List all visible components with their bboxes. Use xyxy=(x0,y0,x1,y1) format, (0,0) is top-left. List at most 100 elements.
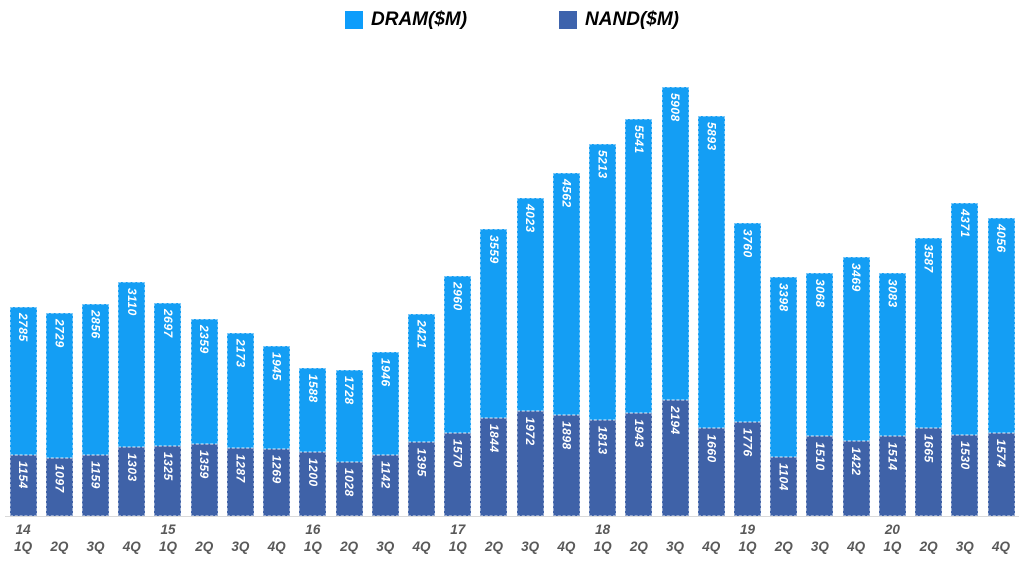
nand-value-label: 1159 xyxy=(88,461,103,489)
bar-column: 2856 1159 xyxy=(77,304,113,516)
bar-column: 2697 1325 xyxy=(150,303,186,516)
dram-value-label: 2173 xyxy=(233,339,248,368)
x-axis-year-row: 14 15 16 17 18 19 20 xyxy=(5,521,1019,538)
dram-segment: 2785 xyxy=(9,307,37,455)
dram-value-label: 4371 xyxy=(957,209,972,238)
bar-column: 2785 1154 xyxy=(5,307,41,516)
stacked-bar: 2697 1325 xyxy=(154,303,182,516)
stacked-bar: 1728 1028 xyxy=(335,370,363,516)
stacked-bar: 3760 1776 xyxy=(733,223,761,516)
dram-value-label: 2421 xyxy=(414,320,429,349)
stacked-bar: 4023 1972 xyxy=(516,198,544,516)
nand-segment: 1943 xyxy=(625,413,653,516)
x-axis-quarter-label: 1Q xyxy=(448,539,467,554)
dram-segment: 3398 xyxy=(770,277,798,457)
dram-value-label: 1945 xyxy=(269,352,284,381)
stacked-bar: 4056 1574 xyxy=(987,218,1015,516)
x-axis-quarter-label: 1Q xyxy=(738,539,757,554)
dram-value-label: 5213 xyxy=(595,150,610,179)
stacked-bar: 5213 1813 xyxy=(589,144,617,516)
x-axis-quarter-row: 1Q 2Q 3Q 4Q 1Q 2Q 3Q 4Q 1Q 2Q 3Q 4Q 1Q 2Q 3Q 4Q 1Q 2Q 3Q 4Q… xyxy=(5,538,1019,555)
stacked-bar: 5541 1943 xyxy=(625,119,653,516)
x-axis-year-label xyxy=(657,521,693,538)
dram-value-label: 3398 xyxy=(776,283,791,312)
x-axis-year-label xyxy=(838,521,874,538)
nand-legend-label: NAND($M) xyxy=(585,8,679,30)
x-axis-quarter-label: 2Q xyxy=(195,539,214,554)
x-axis-quarter-label: 2Q xyxy=(629,539,648,554)
chart-legend: DRAM($M) NAND($M) xyxy=(0,0,1024,30)
x-axis-year-label xyxy=(802,521,838,538)
x-axis-quarter-label: 4Q xyxy=(122,539,141,554)
x-axis-year-label xyxy=(403,521,439,538)
bar-column: 3083 1514 xyxy=(874,273,910,516)
nand-value-label: 1665 xyxy=(921,434,936,463)
dram-segment: 1728 xyxy=(335,370,363,462)
nand-segment: 1813 xyxy=(589,420,617,516)
nand-legend-swatch-icon xyxy=(559,10,578,29)
nand-value-label: 1776 xyxy=(740,428,755,457)
x-axis-quarter-label: 2Q xyxy=(484,539,503,554)
bar-column: 5213 1813 xyxy=(585,144,621,516)
stacked-bar: 2421 1395 xyxy=(408,314,436,516)
x-axis-year-label: 20 xyxy=(884,522,900,537)
x-axis-quarter-label: 3Q xyxy=(86,539,105,554)
nand-segment: 1325 xyxy=(154,446,182,516)
stacked-bar: 3110 1303 xyxy=(118,282,146,516)
x-axis-year-label xyxy=(41,521,77,538)
x-axis-quarter-label: 2Q xyxy=(774,539,793,554)
x-axis: 14 15 16 17 18 19 20 1Q 2Q 3Q 4Q 1Q 2Q 3Q 4Q 1Q 2Q 3Q 4Q 1… xyxy=(5,521,1019,555)
stacked-bar: 3398 1104 xyxy=(770,277,798,516)
x-axis-quarter-label: 4Q xyxy=(992,539,1011,554)
stacked-bar: 5893 1660 xyxy=(697,116,725,516)
stacked-bar: 2856 1159 xyxy=(82,304,110,516)
nand-value-label: 1142 xyxy=(378,461,393,489)
nand-value-label: 1028 xyxy=(342,468,357,497)
x-axis-quarter-label: 1Q xyxy=(593,539,612,554)
dram-segment: 3110 xyxy=(118,282,146,447)
nand-segment: 1303 xyxy=(118,447,146,516)
stacked-bar: 1945 1269 xyxy=(263,346,291,516)
nand-segment: 1104 xyxy=(770,457,798,516)
bar-column: 3559 1844 xyxy=(476,229,512,516)
x-axis-quarter-label: 1Q xyxy=(303,539,322,554)
x-axis-year-label xyxy=(367,521,403,538)
x-axis-quarter-label: 1Q xyxy=(14,539,33,554)
nand-segment: 1097 xyxy=(45,458,73,516)
dram-value-label: 4023 xyxy=(523,204,538,233)
x-axis-quarter-label: 4Q xyxy=(267,539,286,554)
nand-value-label: 1972 xyxy=(523,417,538,446)
stacked-bar: 4371 1530 xyxy=(951,203,979,516)
nand-value-label: 1154 xyxy=(16,461,31,489)
x-axis-year-label xyxy=(548,521,584,538)
x-axis-year-label xyxy=(77,521,113,538)
dram-segment: 5893 xyxy=(697,116,725,428)
x-axis-quarter-label: 2Q xyxy=(919,539,938,554)
x-axis-year-label xyxy=(621,521,657,538)
bar-column: 2729 1097 xyxy=(41,313,77,516)
nand-segment: 1154 xyxy=(9,455,37,516)
dram-value-label: 1588 xyxy=(305,374,320,403)
nand-segment: 1570 xyxy=(444,433,472,516)
x-axis-quarter-label: 3Q xyxy=(521,539,540,554)
x-axis-quarter-label: 3Q xyxy=(231,539,250,554)
stacked-bar: 3469 1422 xyxy=(842,257,870,516)
x-axis-quarter-label: 1Q xyxy=(883,539,902,554)
bar-column: 4056 1574 xyxy=(983,218,1019,516)
nand-segment: 1574 xyxy=(987,433,1015,516)
dram-value-label: 4056 xyxy=(994,224,1009,253)
nand-segment: 1359 xyxy=(190,444,218,516)
stacked-bar: 3068 1510 xyxy=(806,273,834,516)
nand-value-label: 1303 xyxy=(124,453,139,482)
nand-segment: 1422 xyxy=(842,441,870,516)
nand-value-label: 1422 xyxy=(849,447,864,476)
stacked-bar: 5908 2194 xyxy=(661,87,689,516)
x-axis-quarter-label: 1Q xyxy=(158,539,177,554)
stacked-bar: 1946 1142 xyxy=(371,352,399,516)
bar-column: 5908 2194 xyxy=(657,87,693,516)
bar-column: 4562 1898 xyxy=(548,173,584,516)
bar-column: 1945 1269 xyxy=(259,346,295,516)
x-axis-quarter-label: 3Q xyxy=(955,539,974,554)
dram-value-label: 4562 xyxy=(559,179,574,208)
nand-value-label: 1359 xyxy=(197,450,212,479)
